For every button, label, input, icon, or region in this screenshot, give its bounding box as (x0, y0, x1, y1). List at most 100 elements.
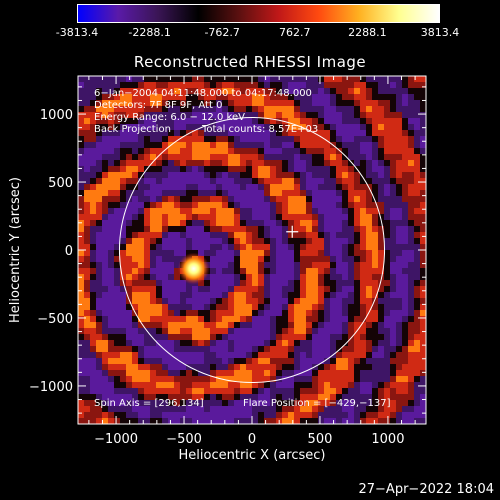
annotation-method: Back Projection (94, 124, 171, 135)
heatmap-cell (78, 346, 85, 353)
heatmap-cell (108, 382, 115, 389)
heatmap-cell (294, 406, 301, 413)
heatmap-cell (402, 334, 409, 341)
heatmap-cell (288, 298, 295, 305)
heatmap-cell (360, 232, 367, 239)
heatmap-cell (378, 178, 385, 185)
heatmap-cell (156, 184, 163, 191)
heatmap-cell (384, 76, 391, 83)
heatmap-cell (96, 238, 103, 245)
heatmap-cell (372, 244, 379, 251)
heatmap-cell (96, 136, 103, 143)
heatmap-cell (300, 370, 307, 377)
heatmap-cell (282, 412, 289, 419)
heatmap-cell (312, 238, 319, 245)
heatmap-cell (354, 334, 361, 341)
heatmap-cell (402, 268, 409, 275)
heatmap-cell (210, 214, 217, 221)
heatmap-cell (228, 268, 235, 275)
heatmap-cell (396, 382, 403, 389)
heatmap-cell (144, 322, 151, 329)
heatmap-cell (396, 406, 403, 413)
heatmap-cell (234, 202, 241, 209)
heatmap-cell (108, 394, 115, 401)
heatmap-cell (168, 412, 175, 419)
heatmap-cell (282, 178, 289, 185)
heatmap-cell (270, 382, 277, 389)
heatmap-cell (342, 280, 349, 287)
heatmap-cell (162, 394, 169, 401)
heatmap-cell (132, 142, 139, 149)
heatmap-cell (246, 88, 253, 95)
heatmap-cell (324, 106, 331, 113)
heatmap-cell (90, 106, 97, 113)
heatmap-cell (378, 394, 385, 401)
heatmap-cell (168, 322, 175, 329)
heatmap-cell (420, 382, 426, 389)
heatmap-cell (336, 334, 343, 341)
heatmap-cell (168, 382, 175, 389)
heatmap-cell (174, 184, 181, 191)
heatmap-cell (222, 394, 229, 401)
heatmap-cell (156, 94, 163, 101)
heatmap-cell (180, 106, 187, 113)
heatmap-cell (408, 112, 415, 119)
heatmap-cell (228, 154, 235, 161)
heatmap-cell (282, 136, 289, 143)
heatmap-cell (414, 118, 421, 125)
heatmap-cell (168, 292, 175, 299)
heatmap-cell (210, 298, 217, 305)
x-tick-label: 500 (308, 432, 333, 447)
heatmap-cell (114, 196, 121, 203)
heatmap-cell (318, 184, 325, 191)
heatmap-cell (378, 130, 385, 137)
heatmap-cell (372, 304, 379, 311)
heatmap-cell (318, 298, 325, 305)
heatmap-cell (360, 382, 367, 389)
heatmap-cell (84, 100, 91, 107)
heatmap-cell (312, 226, 319, 233)
heatmap-cell (150, 340, 157, 347)
heatmap-cell (372, 364, 379, 371)
heatmap-cell (396, 298, 403, 305)
heatmap-cell (204, 190, 211, 197)
heatmap-cell (288, 178, 295, 185)
heatmap-cell (204, 292, 211, 299)
heatmap-cell (114, 190, 121, 197)
heatmap-cell (402, 178, 409, 185)
heatmap-cell (300, 358, 307, 365)
heatmap-cell (114, 160, 121, 167)
heatmap-cell (378, 364, 385, 371)
heatmap-cell (90, 250, 97, 257)
heatmap-cell (330, 412, 337, 419)
heatmap-cell (96, 226, 103, 233)
heatmap-cell (90, 262, 97, 269)
heatmap-cell (306, 412, 313, 419)
heatmap-cell (174, 196, 181, 203)
heatmap-cell (294, 364, 301, 371)
heatmap-cell (90, 274, 97, 281)
heatmap-cell (270, 262, 277, 269)
heatmap-cell (150, 304, 157, 311)
heatmap-cell (90, 310, 97, 317)
heatmap-cell (234, 400, 241, 407)
heatmap-cell (258, 328, 265, 335)
heatmap-cell (336, 262, 343, 269)
heatmap-cell (252, 130, 259, 137)
heatmap-cell (330, 184, 337, 191)
heatmap-cell (138, 88, 145, 95)
heatmap-cell (114, 118, 121, 125)
heatmap-cell (360, 238, 367, 245)
heatmap-cell (366, 232, 373, 239)
heatmap-cell (294, 268, 301, 275)
heatmap-cell (96, 142, 103, 149)
heatmap-cell (288, 130, 295, 137)
heatmap-cell (282, 100, 289, 107)
heatmap-cell (408, 406, 415, 413)
heatmap-cell (372, 106, 379, 113)
heatmap-cell (78, 94, 85, 101)
heatmap-cell (414, 220, 421, 227)
heatmap-cell (204, 142, 211, 149)
heatmap-cell (186, 394, 193, 401)
heatmap-cell (96, 250, 103, 257)
